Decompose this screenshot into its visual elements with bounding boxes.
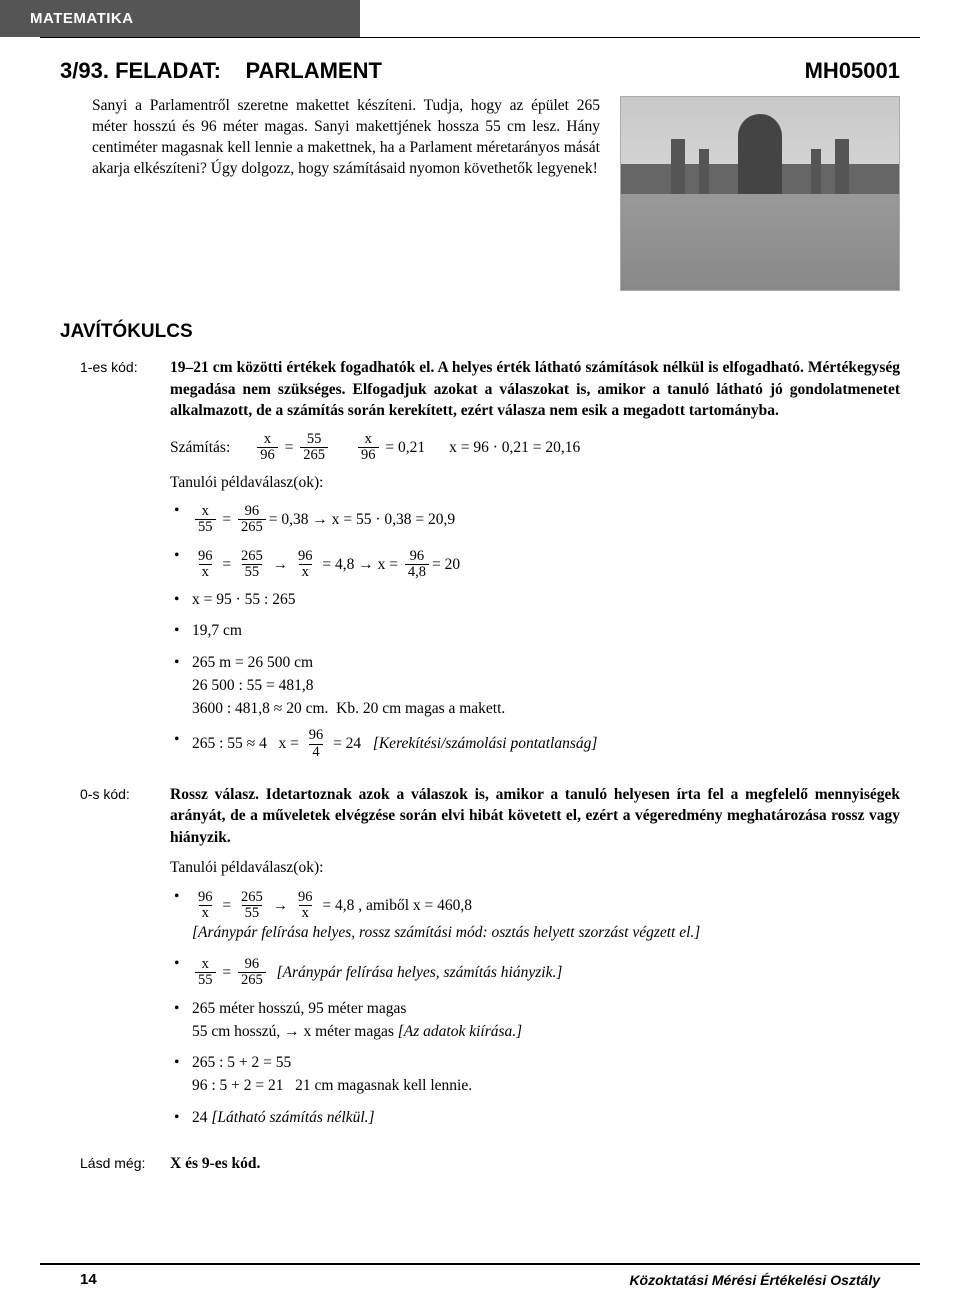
code-0-block: 0-s kód: Rossz válasz. Idetartoznak azok… [60,784,900,1137]
examples-label-1: Tanulói példaválasz(ok): [170,472,900,494]
code-0-label: 0-s kód: [60,784,170,1137]
see-also-block: Lásd még: X és 9-es kód. [60,1153,900,1181]
code-1-main-calc: Számítás: x96 = 55265 x96 = 0,21 x = 96 … [170,432,900,463]
answer-key-heading: JAVÍTÓKULCS [60,321,900,343]
page-number: 14 [80,1271,97,1288]
list-item: 265 m = 26 500 cm 26 500 : 55 = 481,8 36… [192,651,900,721]
code-0-bullets: 96x = 26555 → 96x = 4,8 , amiből x = 460… [170,885,900,1129]
list-item: 265 : 55 ≈ 4 x = 964 = 24 [Kerekítési/sz… [192,728,900,759]
see-also-label: Lásd még: [60,1153,170,1181]
code-1-label: 1-es kód: [60,357,170,768]
task-title: 3/93. FELADAT: PARLAMENT [60,58,382,84]
list-item: 265 : 5 + 2 = 55 96 : 5 + 2 = 21 21 cm m… [192,1051,900,1098]
parliament-image [620,96,900,291]
code-0-bold: Rossz válasz. Idetartoznak azok a válasz… [170,784,900,849]
feladat-label: FELADAT: [115,58,221,83]
footer-org: Közoktatási Mérési Értékelési Osztály [629,1272,880,1288]
code-1-block: 1-es kód: 19–21 cm közötti értékek fogad… [60,357,900,768]
list-item: 96x = 26555 → 96x = 4,8 , amiből x = 460… [192,885,900,945]
list-item: x = 95 · 55 : 265 [192,588,900,611]
szamitas-label: Számítás: [170,437,230,459]
code-0-content: Rossz válasz. Idetartoznak azok a válasz… [170,784,900,1137]
subject-label: MATEMATIKA [30,10,134,27]
subject-header: MATEMATIKA [0,0,360,37]
examples-label-0: Tanulói példaválasz(ok): [170,857,900,879]
see-also-content: X és 9-es kód. [170,1153,900,1181]
task-number: 3/93. [60,58,109,83]
task-body: Sanyi a Parlamentről szeretne makettet k… [60,96,900,291]
list-item: x55 = 96265 [Aránypár felírása helyes, s… [192,952,900,988]
list-item: 265 méter hosszú, 95 méter magas 55 cm h… [192,997,900,1044]
task-paragraph: Sanyi a Parlamentről szeretne makettet k… [60,96,600,291]
code-1-bullets: x55 = 96265 = 0,38 → x = 55 · 0,38 = 20,… [170,499,900,760]
list-item: x55 = 96265 = 0,38 → x = 55 · 0,38 = 20,… [192,499,900,535]
list-item: 96x = 26555 → 96x = 4,8 → x = 964,8 = 20 [192,544,900,580]
code-1-bold: 19–21 cm közötti értékek fogadhatók el. … [170,357,900,422]
list-item: 24 [Látható számítás nélkül.] [192,1106,900,1129]
task-name: PARLAMENT [245,58,381,83]
code-1-content: 19–21 cm közötti értékek fogadhatók el. … [170,357,900,768]
list-item: 19,7 cm [192,619,900,642]
title-row: 3/93. FELADAT: PARLAMENT MH05001 [60,58,900,84]
page-footer: 14 Közoktatási Mérési Értékelési Osztály [40,1263,920,1294]
task-code: MH05001 [805,58,900,84]
